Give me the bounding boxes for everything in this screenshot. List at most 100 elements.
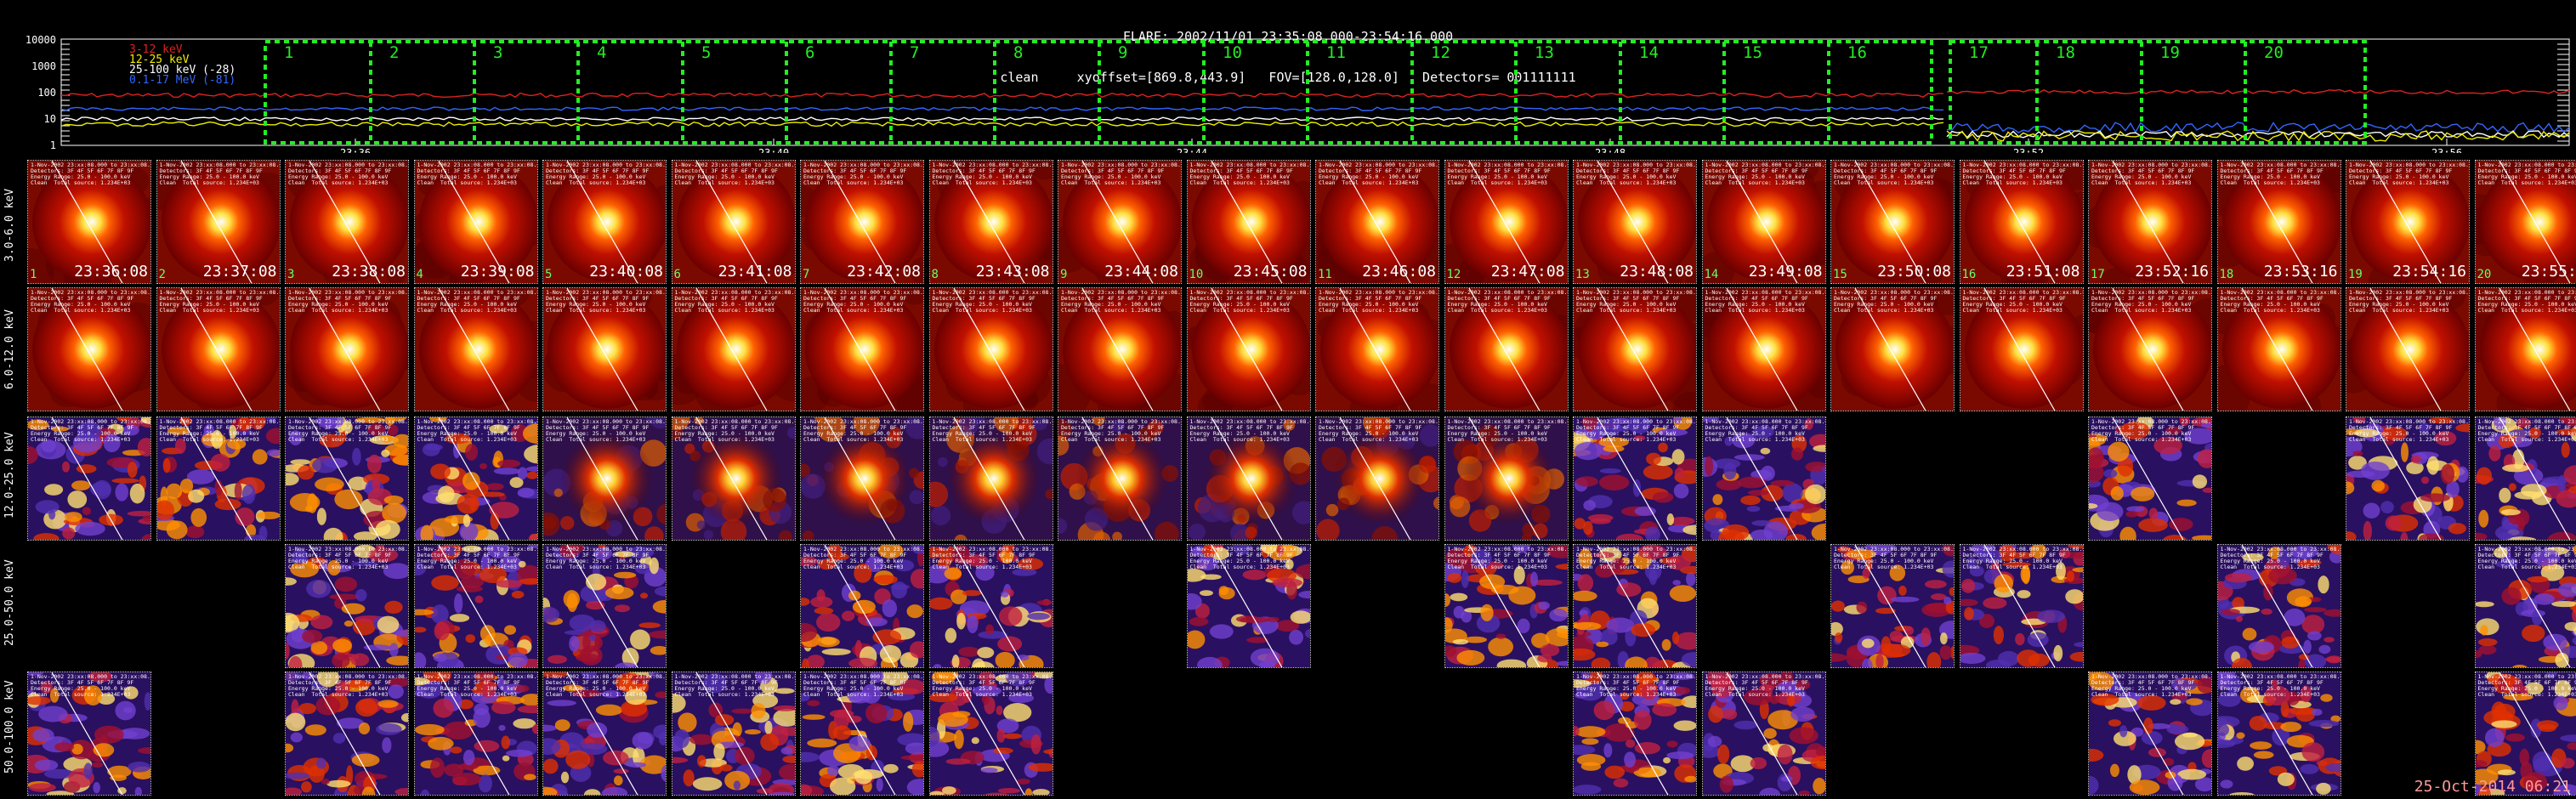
tile-header-line: Energy Range: 25.0 - 100.0 keV: [1576, 558, 1677, 564]
tile-header-line: 1-Nov-2002 23:xx:08.000 to 23:xx:08.000: [2220, 673, 2341, 680]
tile-header-line: 1-Nov-2002 23:xx:08.000 to 23:xx:08.000: [288, 289, 409, 296]
source-image: [286, 288, 408, 411]
image-tile[interactable]: 1-Nov-2002 23:xx:08.000 to 23:xx:08.000D…: [2474, 672, 2576, 796]
tile-header-line: Detectors: 3F 4F 5F 6F 7F 8F 9F: [546, 424, 650, 431]
image-tile[interactable]: 1-Nov-2002 23:xx:08.000 to 23:xx:08.000D…: [2474, 416, 2576, 541]
tile-header-line: Energy Range: 25.0 - 100.0 keV: [1576, 173, 1677, 180]
tile-header-line: Detectors: 3F 4F 5F 6F 7F 8F 9F: [417, 552, 520, 558]
image-tile[interactable]: 1-Nov-2002 23:xx:08.000 to 23:xx:08.000D…: [2474, 160, 2576, 284]
tile-header-line: Clean Total source: 1.234E+03: [1061, 307, 1161, 314]
image-tile[interactable]: 1-Nov-2002 23:xx:08.000 to 23:xx:08.000D…: [2474, 287, 2576, 411]
tile-header-line: Energy Range: 25.0 - 100.0 keV: [1705, 301, 1805, 308]
source-image: [1574, 288, 1696, 411]
tile-header-line: Clean Total source: 1.234E+03: [417, 179, 517, 186]
source-image: [414, 161, 537, 283]
tile-header-line: 1-Nov-2002 23:xx:08.000 to 23:xx:08.000: [2091, 162, 2212, 168]
image-tile[interactable]: 1-Nov-2002 23:xx:08.000 to 23:xx:08.000D…: [2474, 544, 2576, 668]
source-image: [1574, 161, 1696, 283]
tile-header-line: 1-Nov-2002 23:xx:08.000 to 23:xx:08.000: [2220, 546, 2341, 552]
tile-header-line: Clean Total source: 1.234E+03: [674, 307, 775, 314]
tile-header-line: Energy Range: 25.0 - 100.0 keV: [1061, 301, 1161, 308]
